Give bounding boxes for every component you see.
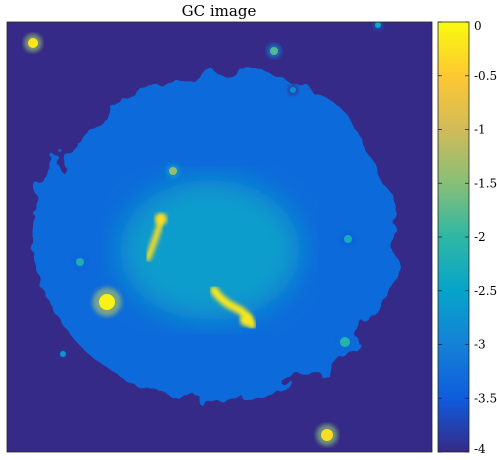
- feature-arc-9: [210, 286, 256, 329]
- colorbar-tick-label: -3.5: [474, 391, 497, 405]
- chart-title: GC image: [182, 2, 257, 20]
- feature-core: [290, 87, 296, 93]
- feature-point-source-0: [24, 34, 42, 52]
- feature-core: [321, 429, 333, 441]
- colorbar-tick-label: -2: [474, 230, 486, 244]
- feature-core: [169, 167, 177, 175]
- feature-point-source-11: [57, 348, 69, 360]
- colorbar-tick-label: -3: [474, 338, 486, 352]
- cloud-core-ellipse: [120, 180, 300, 320]
- colorbar-tick-label: -2.5: [474, 284, 497, 298]
- feature-point-source-4: [165, 163, 181, 179]
- feature-jet-5: [145, 213, 167, 261]
- colorbar-tick-label: -4: [474, 442, 486, 456]
- image-frame: [6, 21, 433, 453]
- feature-core: [76, 258, 84, 266]
- feature-point-source-7: [72, 254, 88, 270]
- feature-point-source-3: [287, 84, 299, 96]
- feature-core: [270, 47, 278, 55]
- cloud-core: [120, 180, 300, 320]
- colorbar-tick-label: -1.5: [474, 176, 497, 190]
- image-area: [7, 22, 432, 452]
- feature-point-source-12: [316, 424, 338, 446]
- feature-jet-head: [155, 213, 167, 225]
- colorbar: 0 -0.5 -1 -1.5 -2 -2.5 -3 -3.5 -4: [437, 19, 497, 456]
- feature-point-source-8: [340, 231, 356, 247]
- feature-core: [60, 351, 66, 357]
- feature-point-source-1: [266, 43, 282, 59]
- colorbar-tick-label: -0.5: [474, 69, 497, 83]
- feature-point-source-6: [92, 287, 122, 317]
- feature-point-source-10: [336, 333, 354, 351]
- colorbar-ticks: 0 -0.5 -1 -1.5 -2 -2.5 -3 -3.5 -4: [438, 19, 497, 456]
- colorbar-tick-label: 0: [474, 19, 482, 33]
- feature-core: [340, 337, 350, 347]
- colorbar-gradient: [438, 22, 469, 452]
- bright-features: [24, 22, 384, 446]
- feature-arc-head: [240, 314, 252, 326]
- feature-point-source-2: [372, 22, 384, 31]
- feature-core: [28, 38, 38, 48]
- colorbar-tick-label: -1: [474, 123, 486, 137]
- feature-core: [99, 294, 115, 310]
- feature-core: [344, 235, 352, 243]
- feature-core: [375, 22, 381, 28]
